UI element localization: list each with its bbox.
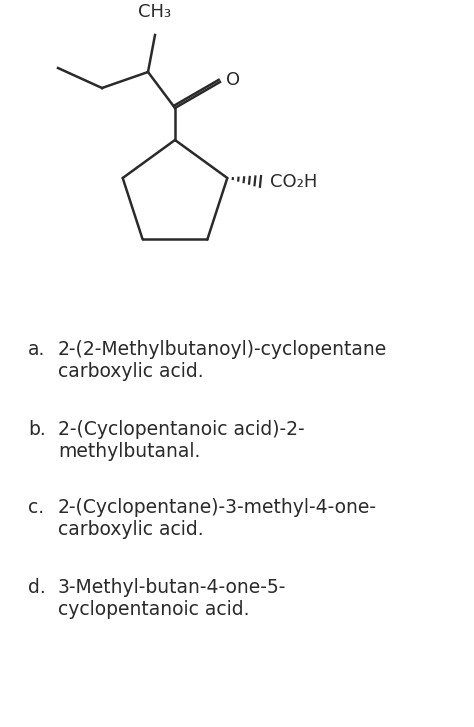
Text: 3-Methyl-butan-4-one-5-: 3-Methyl-butan-4-one-5- [58, 578, 286, 597]
Text: carboxylic acid.: carboxylic acid. [58, 520, 204, 539]
Text: 2-(2-Methylbutanoyl)-cyclopentane: 2-(2-Methylbutanoyl)-cyclopentane [58, 340, 387, 359]
Text: CH₃: CH₃ [138, 3, 172, 21]
Text: a.: a. [28, 340, 46, 359]
Text: O: O [226, 71, 240, 89]
Text: b.: b. [28, 420, 46, 439]
Text: d.: d. [28, 578, 46, 597]
Text: methylbutanal.: methylbutanal. [58, 442, 201, 461]
Text: 2-(Cyclopentanoic acid)-2-: 2-(Cyclopentanoic acid)-2- [58, 420, 305, 439]
Text: c.: c. [28, 498, 44, 517]
Text: CO₂H: CO₂H [270, 173, 318, 191]
Text: carboxylic acid.: carboxylic acid. [58, 362, 204, 381]
Text: 2-(Cyclopentane)-3-methyl-4-one-: 2-(Cyclopentane)-3-methyl-4-one- [58, 498, 377, 517]
Text: cyclopentanoic acid.: cyclopentanoic acid. [58, 600, 249, 619]
